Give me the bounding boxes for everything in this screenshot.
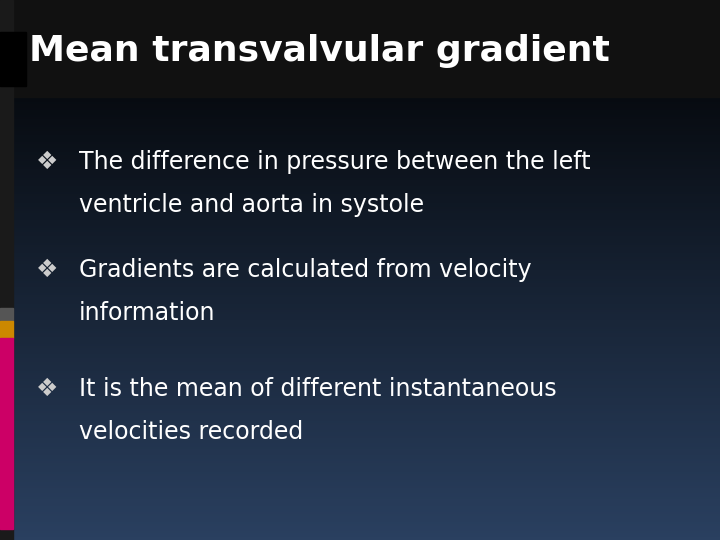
Text: Gradients are calculated from velocity: Gradients are calculated from velocity xyxy=(79,258,532,282)
Text: velocities recorded: velocities recorded xyxy=(79,420,303,444)
Bar xyxy=(13,0,720,97)
Text: Mean transvalvular gradient: Mean transvalvular gradient xyxy=(29,35,610,68)
Bar xyxy=(0,0,13,540)
Bar xyxy=(0,338,13,529)
Text: ❖: ❖ xyxy=(36,377,58,401)
Bar xyxy=(0,321,13,338)
Bar xyxy=(0,32,26,86)
Text: information: information xyxy=(79,301,216,325)
Bar xyxy=(0,308,13,321)
Text: It is the mean of different instantaneous: It is the mean of different instantaneou… xyxy=(79,377,557,401)
Text: ❖: ❖ xyxy=(36,258,58,282)
Text: ❖: ❖ xyxy=(36,150,58,174)
Text: ventricle and aorta in systole: ventricle and aorta in systole xyxy=(79,193,424,217)
Text: The difference in pressure between the left: The difference in pressure between the l… xyxy=(79,150,591,174)
